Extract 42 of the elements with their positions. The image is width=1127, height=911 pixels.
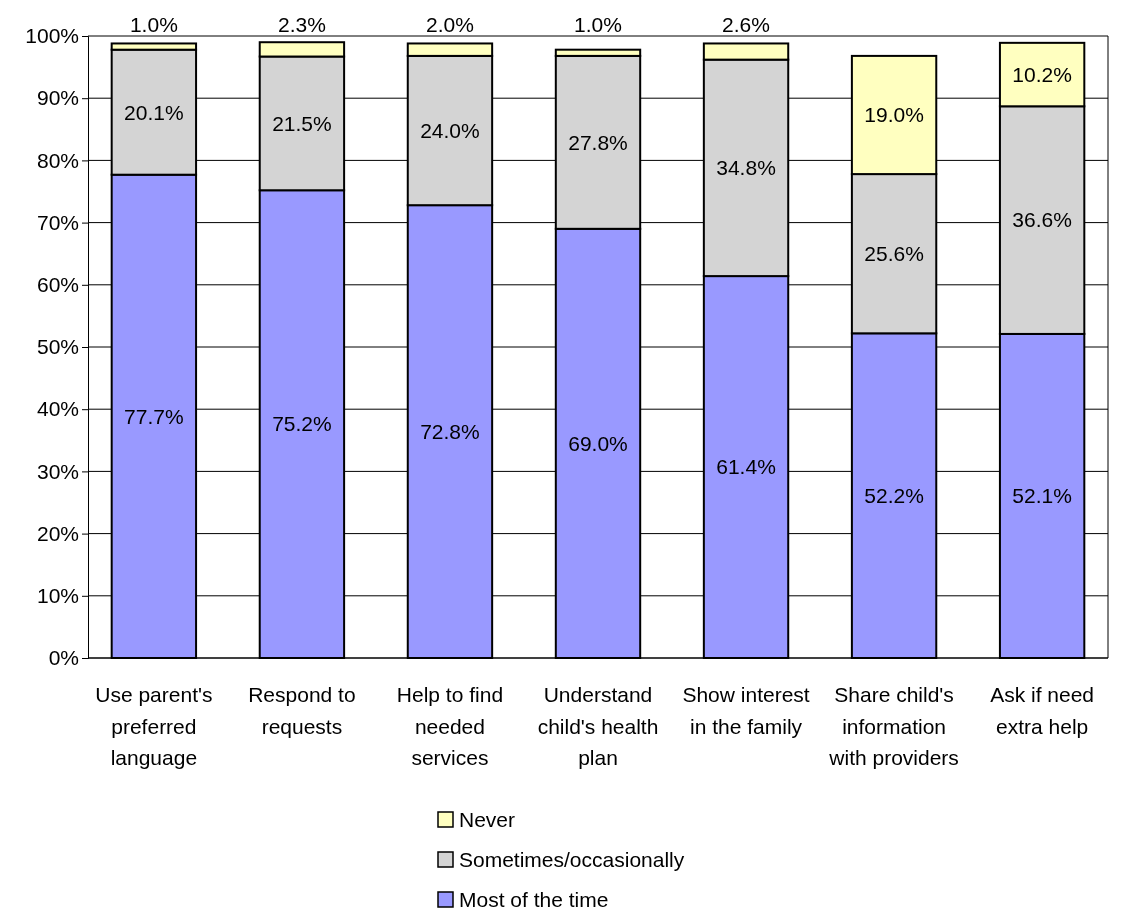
data-label: 52.2% (864, 484, 924, 508)
y-tick-label: 10% (36, 584, 79, 608)
data-label: 1.0% (574, 13, 622, 36)
x-tick-label: Ask if need extra help (990, 683, 1095, 738)
data-label: 36.6% (1012, 208, 1072, 232)
x-tick-label: Help to find needed services (396, 683, 504, 769)
data-label: 27.8% (568, 130, 628, 154)
x-tick-label: Use parent's preferred language (95, 683, 213, 769)
data-label: 75.2% (272, 412, 332, 436)
data-label: 10.2% (1012, 62, 1072, 86)
data-label: 2.6% (722, 13, 770, 36)
y-tick-label: 20% (36, 521, 79, 545)
legend-label: Sometimes/occasionally (459, 848, 685, 871)
x-tick-label: Understand child's health plan (537, 683, 659, 769)
data-label: 2.0% (426, 13, 474, 36)
data-label: 19.0% (864, 103, 924, 127)
data-label: 21.5% (272, 111, 332, 135)
legend-label: Never (459, 808, 516, 831)
data-label: 25.6% (864, 242, 924, 266)
x-tick-label: Respond to requests (248, 683, 356, 738)
y-tick-label: 0% (48, 646, 79, 670)
data-label: 61.4% (716, 455, 776, 479)
data-label: 1.0% (129, 13, 178, 36)
data-label: 24.0% (420, 118, 480, 142)
x-tick-label: Show interest in the family (682, 683, 810, 738)
y-tick-label: 100% (25, 24, 79, 48)
legend-label: Most of the time (459, 888, 609, 911)
y-tick-label: 70% (36, 210, 79, 234)
data-label: 2.3% (277, 13, 326, 36)
data-label: 34.8% (716, 156, 776, 180)
x-tick-label: Share child's information with providers (828, 683, 959, 769)
data-label: 52.1% (1012, 484, 1072, 508)
y-tick-label: 30% (36, 459, 79, 483)
data-label: 77.7% (124, 404, 184, 428)
y-tick-label: 80% (36, 148, 79, 172)
y-tick-label: 60% (36, 273, 79, 297)
y-tick-label: 50% (36, 335, 79, 359)
data-label: 72.8% (420, 419, 480, 443)
data-label: 20.1% (124, 100, 184, 124)
data-label: 69.0% (568, 431, 628, 455)
y-tick-label: 40% (36, 397, 79, 421)
y-tick-label: 90% (36, 86, 79, 110)
